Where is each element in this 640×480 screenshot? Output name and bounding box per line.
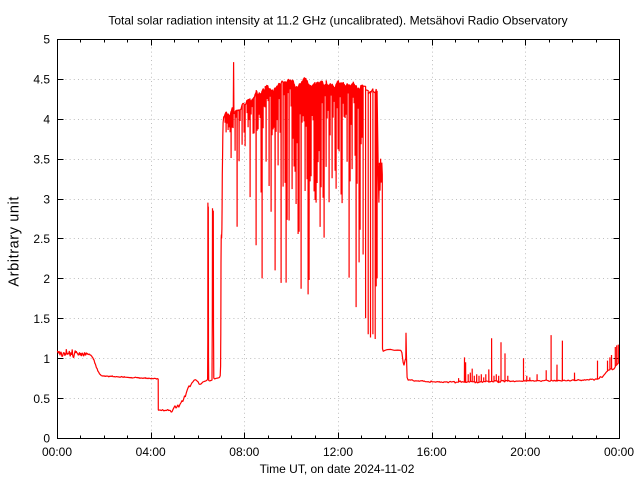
svg-text:08:00: 08:00 (229, 445, 259, 459)
svg-text:Arbitrary unit: Arbitrary unit (7, 196, 23, 287)
svg-text:04:00: 04:00 (136, 445, 166, 459)
svg-text:0.5: 0.5 (33, 392, 50, 406)
svg-text:4.5: 4.5 (33, 73, 50, 87)
svg-text:1.5: 1.5 (33, 312, 50, 326)
svg-text:16:00: 16:00 (417, 445, 447, 459)
svg-text:3.5: 3.5 (33, 152, 50, 166)
svg-text:Total solar radiation intensit: Total solar radiation intensity at 11.2 … (108, 14, 567, 28)
svg-text:1: 1 (43, 352, 50, 366)
svg-text:20:00: 20:00 (510, 445, 540, 459)
svg-text:00:00: 00:00 (42, 445, 72, 459)
svg-text:12:00: 12:00 (323, 445, 353, 459)
svg-text:2: 2 (43, 272, 50, 286)
svg-text:2.5: 2.5 (33, 232, 50, 246)
svg-text:4: 4 (43, 113, 50, 127)
svg-text:00:00: 00:00 (604, 445, 634, 459)
svg-text:5: 5 (43, 33, 50, 47)
svg-text:3: 3 (43, 192, 50, 206)
svg-text:Time UT, on date 2024-11-02: Time UT, on date 2024-11-02 (260, 462, 415, 476)
svg-text:0: 0 (43, 432, 50, 446)
